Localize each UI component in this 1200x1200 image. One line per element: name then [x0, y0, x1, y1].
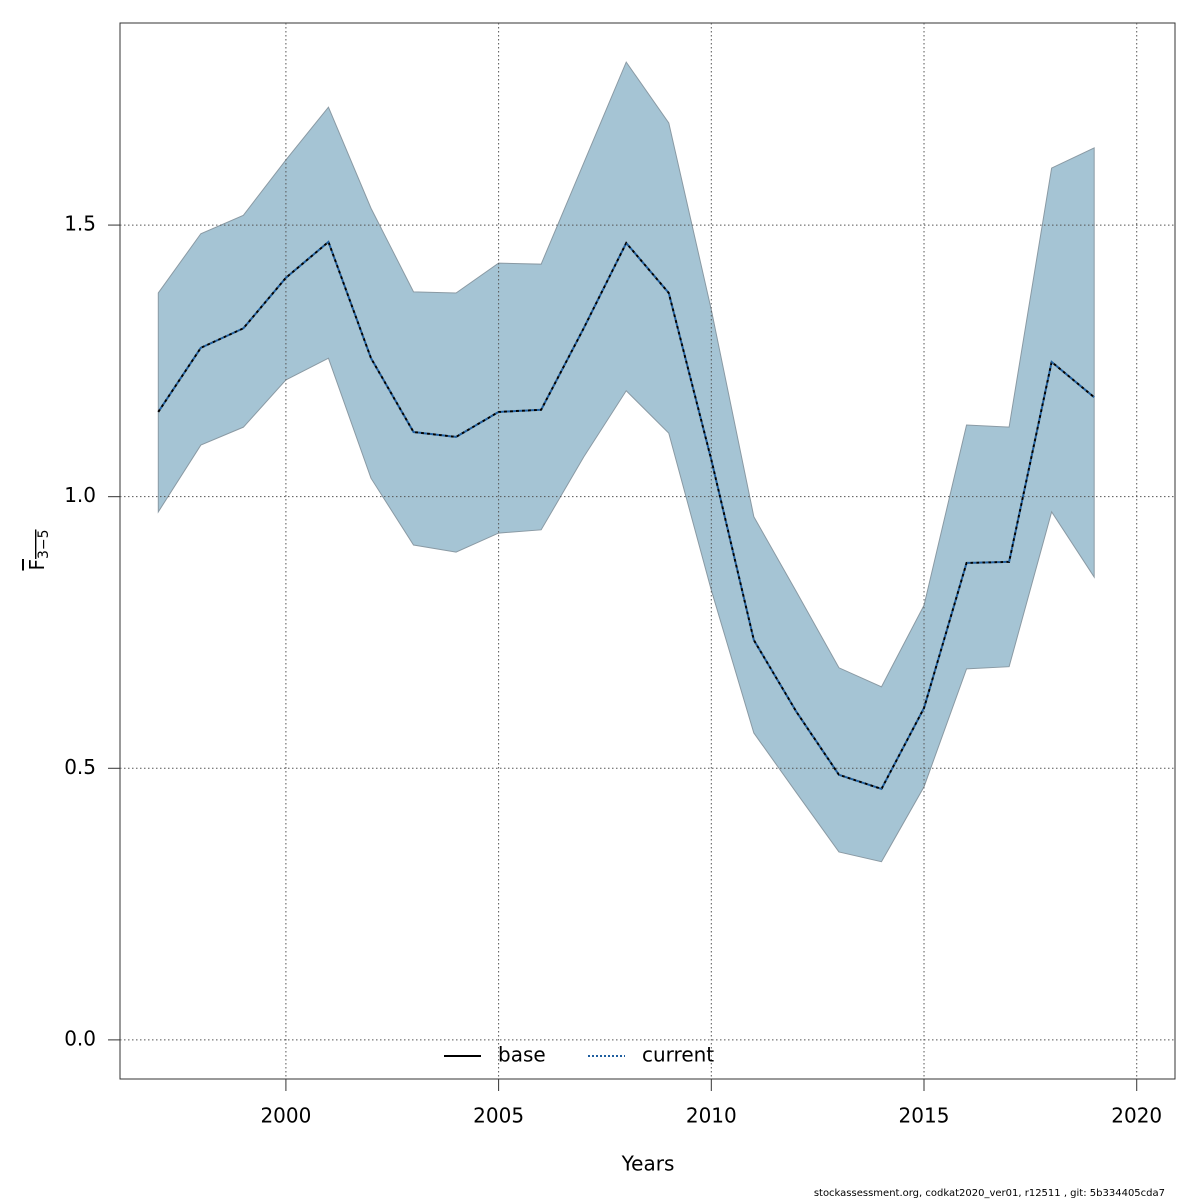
x-tick-label: 2000: [260, 1104, 311, 1128]
x-tick-label: 2010: [686, 1104, 737, 1128]
x-tick-label: 2005: [473, 1104, 524, 1128]
x-tick-label: 2020: [1111, 1104, 1162, 1128]
x-tick-label: 2015: [899, 1104, 950, 1128]
x-axis-label: Years: [621, 1152, 675, 1176]
y-tick-label: 0.5: [64, 755, 96, 779]
legend-label: current: [642, 1043, 714, 1067]
y-tick-label: 1.5: [64, 212, 96, 236]
legend-label: base: [498, 1043, 546, 1067]
plot-frame: [119, 22, 1176, 1080]
confidence-band: [157, 61, 1095, 863]
y-label-main: F3−5: [25, 529, 53, 570]
footnote: stockassessment.org, codkat2020_ver01, r…: [814, 1188, 1165, 1199]
y-label-sub: 3−5: [36, 529, 52, 559]
series-line: [157, 240, 1095, 791]
series-line: [157, 240, 1095, 791]
y-label-letter: F: [25, 559, 49, 571]
y-tick-label: 0.0: [64, 1026, 96, 1050]
y-axis-label: F3−5: [25, 529, 53, 570]
y-tick-label: 1.0: [64, 483, 96, 507]
